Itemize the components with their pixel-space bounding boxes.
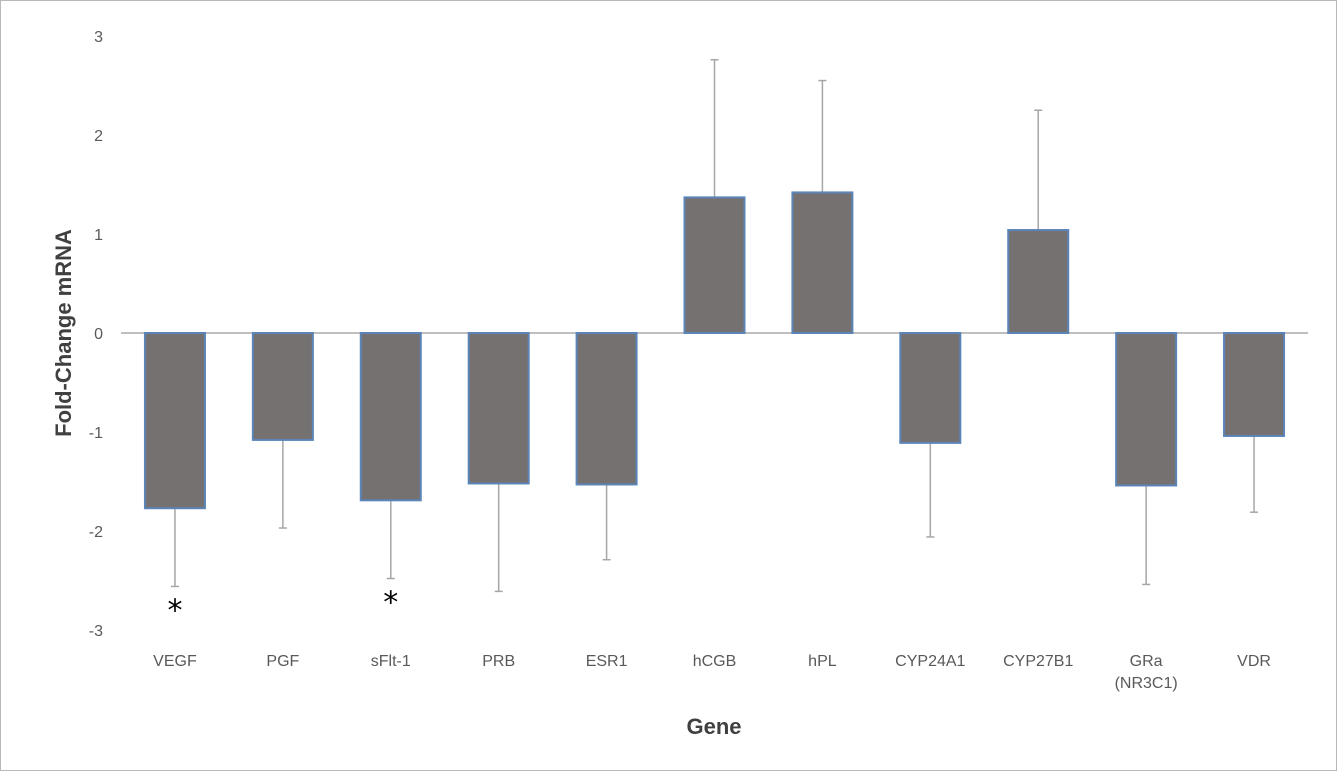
x-tick-label: hCGB [693,653,737,670]
y-tick-label: 1 [94,227,103,244]
x-tick-label: CYP27B1 [1003,653,1073,670]
bar-vdr [1223,332,1286,437]
x-tick-label: PGF [266,653,299,670]
bar-cyp24a1 [899,332,962,444]
significance-marks: * * [167,586,398,629]
x-tick-label: PRB [482,653,515,670]
x-tick-label: ESR1 [586,653,628,670]
bar-pgf [251,332,314,441]
bar-vegf [143,332,206,510]
y-tick-label: 0 [94,326,103,343]
y-axis-title: Fold-Change mRNA [51,229,76,437]
y-tick-label: 3 [94,29,103,46]
y-tick-labels: 3 2 1 0 -1 -2 -3 [89,29,103,640]
significance-asterisk: * [383,586,398,621]
significance-asterisk: * [167,593,182,628]
y-tick-label: -3 [89,623,103,640]
error-bars [170,59,1259,593]
bar-prb [467,332,530,485]
bar-hpl [791,191,854,334]
x-tick-label: VEGF [153,653,197,670]
bar-cyp27b1 [1007,229,1070,334]
y-tick-label: -2 [89,524,103,541]
x-tick-label: CYP24A1 [895,653,965,670]
x-tick-label: sFlt-1 [371,653,411,670]
x-tick-label: VDR [1237,653,1271,670]
y-tick-label: 2 [94,128,103,145]
bar-esr1 [575,332,638,486]
x-tick-label: GRa (NR3C1) [1115,653,1178,692]
bar-sflt-1 [359,332,422,502]
bar-gra-nr3c1 [1115,332,1178,487]
x-tick-label: hPL [808,653,837,670]
bar-hcgb [683,196,746,334]
x-axis-title: Gene [686,714,741,739]
bars [143,191,1286,510]
x-tick-labels: VEGF PGF sFlt-1 PRB ESR1 hCGB hPL CYP24A1 CYP27B… [153,653,1271,692]
y-tick-label: -1 [89,425,103,442]
